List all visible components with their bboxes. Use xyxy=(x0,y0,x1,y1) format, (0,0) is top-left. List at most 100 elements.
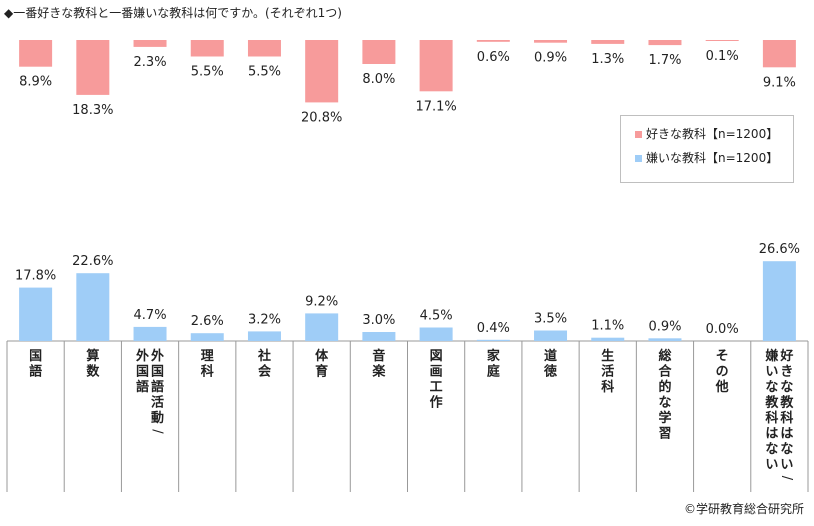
dislike-bar xyxy=(534,330,568,341)
category-label-char: 庭 xyxy=(487,364,501,380)
dislike-value-label: 22.6% xyxy=(72,254,113,269)
dislike-bar xyxy=(305,313,339,341)
like-value-label: 18.3% xyxy=(72,103,113,118)
copyright-credit: ©学研教育総合研究所 xyxy=(683,502,804,516)
category-label-char: の xyxy=(716,365,729,380)
like-bar xyxy=(648,40,682,46)
category-label-char: 数 xyxy=(86,364,100,380)
category-label-char: い xyxy=(765,365,778,380)
like-bar xyxy=(362,40,396,64)
like-value-label: 5.5% xyxy=(248,65,281,80)
dislike-value-label: 9.2% xyxy=(305,294,338,309)
like-value-label: 8.9% xyxy=(19,75,52,90)
category-label-char: 算 xyxy=(86,348,99,364)
like-bar xyxy=(534,40,568,43)
legend-swatch-dislike xyxy=(635,155,642,162)
category-label-char: 合 xyxy=(658,364,672,380)
category-label-char: な xyxy=(780,380,793,395)
category-label-char: 国 xyxy=(151,365,164,380)
category-label-char: 生 xyxy=(601,348,614,364)
dislike-bar xyxy=(247,331,281,341)
dislike-value-label: 26.6% xyxy=(759,242,800,257)
dislike-value-label: 0.4% xyxy=(477,321,510,336)
category-label-char: 語 xyxy=(29,364,42,380)
category-label-char: 家 xyxy=(487,348,501,364)
like-value-label: 17.1% xyxy=(415,99,456,114)
dislike-value-label: 17.8% xyxy=(15,269,56,284)
category-label-char: 他 xyxy=(715,379,729,395)
dislike-value-label: 2.6% xyxy=(191,314,224,329)
dislike-value-label: 4.7% xyxy=(134,308,167,323)
like-bar xyxy=(305,40,339,103)
category-label-char: な xyxy=(765,442,778,457)
dislike-bar xyxy=(362,332,396,341)
legend-item-like: 好きな教科【n=1200】 xyxy=(635,126,778,142)
category-label-char: 嫌 xyxy=(764,348,778,364)
category-label-char: 会 xyxy=(258,364,272,380)
dislike-value-label: 3.0% xyxy=(362,313,395,328)
category-label-char: 体 xyxy=(315,348,329,364)
dislike-value-label: 1.1% xyxy=(591,319,624,334)
category-label-char: 育 xyxy=(315,364,328,380)
dislike-bar xyxy=(133,326,167,341)
category-label-char: は xyxy=(780,427,793,442)
category-label-char: 国 xyxy=(136,365,149,380)
category-label-char: 科 xyxy=(201,364,214,380)
category-label-char: 科 xyxy=(601,379,614,395)
category-label-char: 道 xyxy=(544,348,557,364)
category-label-char: / xyxy=(150,429,165,434)
category-label-char: 国 xyxy=(29,349,42,364)
dislike-bar xyxy=(76,273,110,341)
dislike-value-label: 4.5% xyxy=(420,309,453,324)
like-bar xyxy=(247,40,281,57)
dislike-bar xyxy=(648,338,682,341)
category-label-char: 語 xyxy=(151,379,164,395)
like-value-label: 0.9% xyxy=(534,51,567,66)
like-bar xyxy=(190,40,224,57)
category-label-char: な xyxy=(658,396,671,411)
like-bar xyxy=(19,40,53,67)
category-label-char: 理 xyxy=(201,349,214,364)
category-label-char: 外 xyxy=(135,348,149,364)
legend-label-dislike: 嫌いな教科【n=1200】 xyxy=(646,151,779,165)
dislike-value-label: 3.5% xyxy=(534,312,567,327)
category-label-char: 活 xyxy=(151,395,164,411)
category-label-char: 音 xyxy=(372,348,385,364)
category-label-char: 学 xyxy=(658,410,671,426)
dislike-bar xyxy=(762,261,796,341)
category-label-char: 動 xyxy=(151,410,164,426)
dislike-bar xyxy=(476,339,510,341)
dislike-bar xyxy=(19,287,53,341)
like-value-label: 8.0% xyxy=(362,72,395,87)
like-bar xyxy=(133,40,167,47)
category-label-char: 好 xyxy=(779,348,793,364)
like-value-label: 20.8% xyxy=(301,110,342,125)
category-label-char: 科 xyxy=(780,410,793,426)
category-label-char: 画 xyxy=(430,365,443,380)
category-label-char: / xyxy=(779,476,794,481)
legend-item-dislike: 嫌いな教科【n=1200】 xyxy=(635,150,778,166)
like-value-label: 2.3% xyxy=(134,55,167,70)
like-bar xyxy=(762,40,796,68)
dislike-bar xyxy=(190,333,224,341)
category-label-char: は xyxy=(765,427,778,442)
category-label-char: な xyxy=(765,380,778,395)
dislike-bar xyxy=(419,327,453,341)
legend: 好きな教科【n=1200】 嫌いな教科【n=1200】 xyxy=(620,115,794,183)
category-label-char: 教 xyxy=(764,395,779,411)
category-label-char: い xyxy=(780,458,793,473)
category-label-char: 徳 xyxy=(543,364,557,380)
category-label-char: い xyxy=(765,458,778,473)
like-value-label: 0.6% xyxy=(477,50,510,65)
dislike-value-label: 0.9% xyxy=(648,319,681,334)
category-label-char: 作 xyxy=(430,395,443,411)
category-label-char: 習 xyxy=(658,427,671,442)
dislike-value-label: 0.0% xyxy=(706,322,739,337)
category-label-char: 教 xyxy=(779,395,794,411)
category-label-char: 語 xyxy=(136,379,149,395)
like-value-label: 9.1% xyxy=(763,75,796,90)
like-value-label: 1.7% xyxy=(648,53,681,68)
category-label-char: 総 xyxy=(658,348,671,364)
category-label-char: き xyxy=(780,365,793,380)
